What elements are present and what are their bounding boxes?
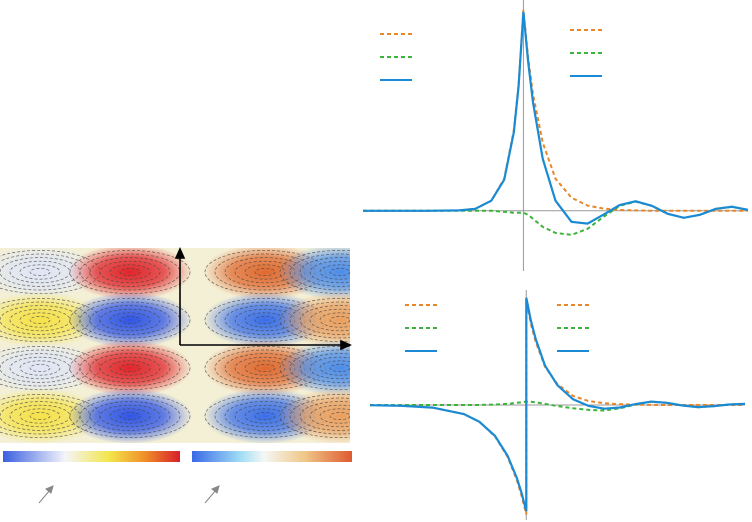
contour bbox=[19, 360, 61, 376]
contour bbox=[254, 364, 276, 372]
contour bbox=[309, 356, 350, 380]
contour bbox=[309, 404, 350, 428]
contour bbox=[109, 264, 151, 280]
contour bbox=[29, 412, 51, 420]
field-blob bbox=[278, 292, 350, 348]
contour bbox=[99, 260, 161, 284]
contour bbox=[299, 305, 350, 335]
contour bbox=[29, 316, 51, 324]
contour bbox=[89, 401, 171, 431]
contour bbox=[289, 349, 350, 387]
pointer-arrow bbox=[204, 489, 217, 504]
contour bbox=[29, 364, 51, 372]
contour bbox=[119, 268, 141, 276]
series-line bbox=[369, 297, 746, 512]
contour bbox=[329, 364, 350, 372]
contour bbox=[99, 308, 161, 332]
colorbar bbox=[192, 451, 352, 462]
series-line bbox=[363, 9, 748, 212]
field-blob bbox=[68, 248, 192, 300]
contour bbox=[69, 394, 191, 438]
colorbar bbox=[3, 451, 180, 462]
arrow-head bbox=[45, 485, 54, 494]
contour bbox=[299, 353, 350, 383]
contour bbox=[99, 356, 161, 380]
contour bbox=[299, 257, 350, 287]
contour bbox=[254, 268, 276, 276]
contour bbox=[99, 404, 161, 428]
field-blob bbox=[278, 388, 350, 443]
contour bbox=[309, 260, 350, 284]
contour bbox=[89, 257, 171, 287]
contour bbox=[109, 360, 151, 376]
contour bbox=[89, 353, 171, 383]
field-blob bbox=[68, 340, 192, 396]
contour bbox=[119, 412, 141, 420]
field-blob bbox=[68, 388, 192, 443]
contour bbox=[29, 268, 51, 276]
contour bbox=[119, 316, 141, 324]
contour bbox=[19, 264, 61, 280]
contour bbox=[289, 301, 350, 339]
contour bbox=[19, 408, 61, 424]
contour bbox=[319, 264, 350, 280]
arrow-head bbox=[211, 485, 220, 494]
contour bbox=[109, 312, 151, 328]
contour bbox=[109, 408, 151, 424]
contour bbox=[254, 412, 276, 420]
arrow-head bbox=[340, 339, 352, 351]
contour bbox=[319, 360, 350, 376]
contour bbox=[319, 312, 350, 328]
contour bbox=[254, 316, 276, 324]
contour bbox=[119, 364, 141, 372]
arrow-head bbox=[174, 247, 186, 259]
contour bbox=[289, 253, 350, 291]
contour bbox=[329, 268, 350, 276]
pointer-arrow bbox=[38, 489, 51, 504]
contour bbox=[329, 412, 350, 420]
field-blob bbox=[278, 340, 350, 396]
contour bbox=[279, 394, 350, 438]
contour bbox=[79, 397, 181, 435]
series-line bbox=[363, 200, 749, 236]
contour bbox=[299, 401, 350, 431]
contour bbox=[309, 308, 350, 332]
series-line bbox=[363, 11, 749, 225]
contour bbox=[329, 316, 350, 324]
axes-arrows bbox=[174, 247, 352, 351]
contour bbox=[319, 408, 350, 424]
contour bbox=[79, 349, 181, 387]
contour bbox=[289, 397, 350, 435]
contour bbox=[19, 312, 61, 328]
field-blob bbox=[68, 292, 192, 348]
field-blob bbox=[278, 248, 350, 300]
contour bbox=[89, 305, 171, 335]
